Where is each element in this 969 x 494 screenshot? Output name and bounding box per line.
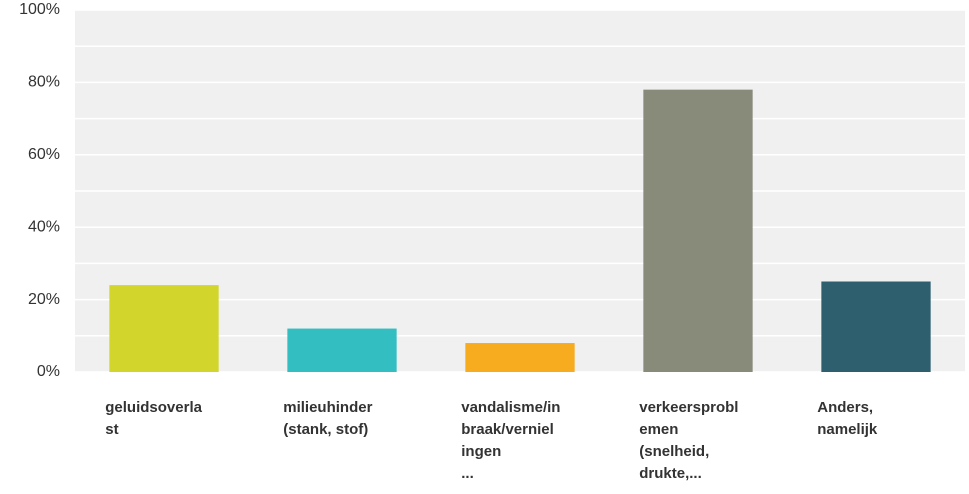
bar [643,89,753,372]
y-tick-label: 80% [28,74,60,91]
bar [109,285,219,372]
y-tick-label: 20% [28,291,60,308]
y-tick-label: 60% [28,146,60,163]
x-tick-label: vandalisme/in braak/verniel ingen ... [461,399,561,482]
y-tick-label: 100% [19,1,60,18]
x-tick-label: milieuhinder (stank, stof) [283,399,373,438]
x-tick-label: Anders, namelijk [817,399,878,438]
y-tick-label: 40% [28,218,60,235]
x-tick-label: geluidsoverla st [105,399,202,438]
x-tick-label: verkeersprobl emen (snelheid, drukte,... [639,399,739,482]
bar [821,281,931,372]
bar [287,328,397,372]
y-tick-label: 0% [37,363,60,380]
bar [465,343,575,372]
